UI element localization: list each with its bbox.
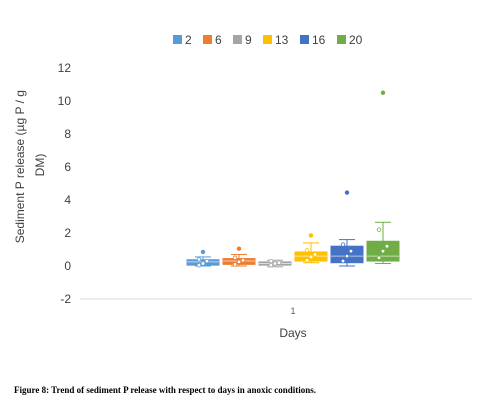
y-tick-label: 2	[64, 226, 71, 240]
y-tick-label: 12	[58, 61, 72, 75]
data-point	[304, 258, 310, 263]
data-point	[204, 258, 210, 264]
legend-swatch	[173, 35, 182, 44]
data-point	[312, 252, 318, 257]
outlier-point	[380, 90, 386, 95]
data-point	[348, 248, 354, 254]
data-point	[380, 248, 386, 254]
legend-item-9: 9	[233, 33, 252, 47]
y-tick-label: 4	[64, 193, 71, 207]
legend-item-6: 6	[203, 33, 222, 47]
x-axis-label: Days	[279, 326, 306, 340]
data-point	[272, 261, 278, 266]
legend-label: 13	[275, 33, 289, 47]
box-series-9	[258, 258, 292, 268]
data-point	[308, 254, 314, 260]
y-tick-label: -2	[60, 292, 71, 306]
outlier-point	[344, 190, 350, 195]
legend-swatch	[300, 35, 309, 44]
outlier-point	[308, 233, 314, 238]
data-point	[384, 243, 390, 249]
y-axis-label: Sediment P release (µg P / g DM)	[13, 87, 47, 244]
data-point	[304, 248, 310, 253]
data-point	[232, 262, 238, 267]
data-point	[196, 257, 202, 262]
data-point	[200, 261, 206, 266]
legend-swatch	[337, 35, 346, 44]
legend-label: 16	[312, 33, 326, 47]
data-point	[232, 255, 238, 260]
legend-item-13: 13	[263, 33, 289, 47]
data-point	[340, 258, 346, 264]
y-tick-label: 8	[64, 127, 71, 141]
figure-caption: Figure 8: Trend of sediment P release wi…	[14, 385, 316, 395]
box-series-6	[222, 246, 256, 267]
x-tick-label: 1	[290, 306, 295, 316]
plot-area	[80, 90, 472, 300]
y-axis: -2 0 2 4 6 8 10 12	[58, 61, 72, 306]
legend-swatch	[263, 35, 272, 44]
data-point	[240, 258, 246, 263]
legend-item-2: 2	[173, 33, 192, 47]
outlier-point	[200, 249, 206, 255]
box-series-16	[330, 190, 364, 267]
box-series-13	[294, 233, 328, 264]
y-tick-label: 0	[64, 259, 71, 273]
data-point	[344, 253, 350, 259]
data-point	[268, 262, 274, 268]
data-point	[376, 255, 382, 260]
y-tick-label: 10	[58, 94, 72, 108]
data-point	[276, 260, 282, 265]
data-point	[196, 262, 202, 268]
y-axis-label-line-2: DM)	[33, 154, 47, 177]
data-point	[340, 242, 346, 247]
legend-item-20: 20	[337, 33, 363, 47]
data-point	[236, 259, 242, 265]
legend-item-16: 16	[300, 33, 326, 47]
box-series-2	[186, 249, 220, 268]
y-axis-label-line-1: Sediment P release (µg P / g	[13, 90, 27, 243]
chart-legend: 2 6 9 13 16 20	[173, 33, 363, 47]
data-point	[268, 258, 274, 264]
data-point	[376, 227, 382, 232]
legend-swatch	[233, 35, 242, 44]
box-series-20	[366, 90, 400, 265]
y-tick-label: 6	[64, 160, 71, 174]
legend-label: 6	[215, 33, 222, 47]
legend-label: 9	[245, 33, 252, 47]
legend-label: 2	[185, 33, 192, 47]
legend-label: 20	[349, 33, 363, 47]
legend-swatch	[203, 35, 212, 44]
outlier-point	[236, 246, 242, 251]
